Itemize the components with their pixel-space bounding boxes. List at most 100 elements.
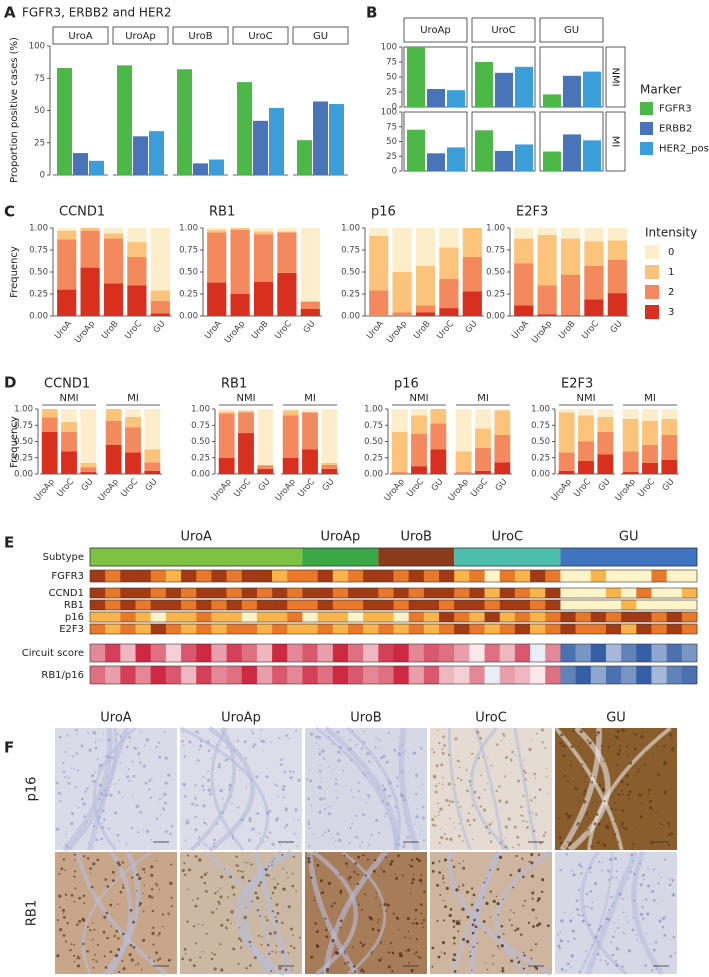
heat-cell <box>135 600 151 610</box>
nucleus <box>82 918 86 922</box>
nucleus <box>396 799 399 801</box>
y-axis-label: Frequency <box>9 416 20 468</box>
nucleus <box>57 791 61 795</box>
heat-cell <box>681 588 698 598</box>
heat-cell <box>165 644 182 662</box>
nucleus <box>456 777 460 780</box>
nucleus <box>201 784 205 788</box>
nucleus <box>128 953 132 957</box>
nucleus <box>358 903 360 906</box>
nucleus <box>647 788 651 792</box>
nucleus <box>327 881 331 886</box>
y-tick-label: 0.25 <box>531 453 550 463</box>
nucleus <box>293 832 296 835</box>
nucleus <box>182 782 186 786</box>
heat-cell <box>332 570 349 582</box>
heat-cell <box>241 612 258 622</box>
heat-cell <box>621 612 637 622</box>
bar-segment <box>455 472 472 474</box>
x-tick-label: UroC <box>636 477 657 499</box>
nucleus <box>203 881 207 885</box>
nucleus <box>197 923 200 925</box>
nucleus <box>291 884 295 888</box>
nucleus <box>101 822 104 825</box>
nucleus <box>326 970 329 974</box>
heat-cell <box>256 570 273 582</box>
nucleus <box>323 921 326 923</box>
nucleus <box>249 829 252 831</box>
nucleus <box>599 925 603 928</box>
nucleus <box>78 957 81 960</box>
nucleus <box>249 945 252 948</box>
heat-cell <box>150 600 167 610</box>
nucleus <box>507 817 511 821</box>
nucleus <box>517 843 520 846</box>
x-tick-label: GU <box>609 319 625 335</box>
nucleus <box>576 789 579 792</box>
nucleus <box>614 735 617 738</box>
nucleus <box>476 942 479 944</box>
nucleus <box>306 778 309 781</box>
nucleus <box>667 843 670 847</box>
bar-segment <box>430 409 447 424</box>
nucleus <box>228 787 231 791</box>
nucleus <box>584 905 586 907</box>
stroma-band <box>474 727 505 851</box>
nucleus <box>616 764 619 767</box>
nucleus <box>482 896 485 899</box>
nucleus <box>669 733 673 737</box>
bar <box>563 75 581 107</box>
nucleus <box>251 827 255 831</box>
nucleus <box>357 855 361 859</box>
nucleus <box>504 800 509 804</box>
y-tick-label: 0.75 <box>14 421 33 431</box>
bar-segment <box>607 293 627 316</box>
nucleus <box>575 899 579 903</box>
heat-cell <box>621 666 637 684</box>
heat-cell <box>363 612 379 622</box>
heat-cell <box>590 588 607 598</box>
micrograph-background <box>180 728 302 850</box>
heat-cell <box>499 588 516 598</box>
nucleus <box>533 796 537 799</box>
nucleus <box>137 962 140 965</box>
heat-cell <box>241 570 258 582</box>
nucleus <box>635 827 637 830</box>
nucleus <box>87 732 89 734</box>
bar-segment <box>558 452 575 471</box>
nucleus <box>202 924 204 926</box>
heat-cell <box>621 644 637 662</box>
nucleus <box>642 917 645 920</box>
heat-cell <box>499 612 516 622</box>
bar-segment <box>392 272 412 313</box>
nucleus <box>473 790 477 794</box>
nucleus <box>652 754 655 756</box>
row-label: RB1 <box>64 600 84 611</box>
heat-cell <box>105 666 121 684</box>
nucleus <box>297 818 299 821</box>
facet-strip <box>232 26 289 45</box>
nucleus <box>633 872 636 876</box>
nucleus <box>458 862 460 865</box>
nucleus <box>560 919 564 923</box>
nucleus <box>259 738 261 740</box>
heat-cell <box>575 612 592 622</box>
nucleus <box>321 834 324 837</box>
nucleus <box>336 796 339 799</box>
nucleus <box>513 825 517 829</box>
nucleus <box>70 893 74 897</box>
stroma-band <box>469 850 502 975</box>
heat-cell <box>105 624 121 634</box>
nucleus <box>562 754 566 757</box>
bar-segment <box>277 231 297 233</box>
heat-cell <box>605 666 622 684</box>
nucleus <box>440 828 442 830</box>
bar <box>515 144 533 171</box>
heat-cell <box>666 588 683 598</box>
heat-cell <box>378 624 394 634</box>
track-frame <box>89 665 698 685</box>
heat-cell <box>135 644 151 662</box>
nucleus <box>161 913 165 916</box>
y-tick-label: 0.50 <box>364 437 383 447</box>
nucleus <box>414 792 418 796</box>
